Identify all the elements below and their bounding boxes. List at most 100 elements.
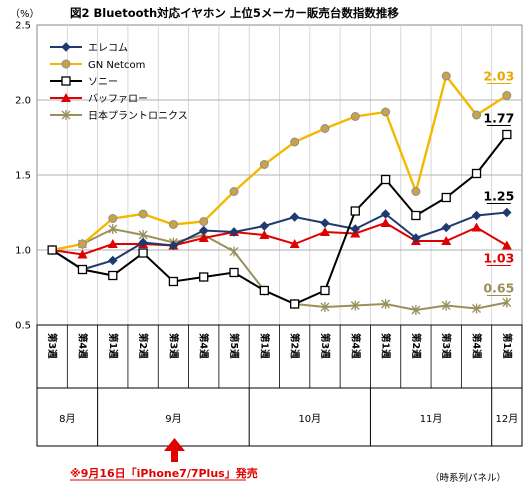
data-point [381,299,391,309]
data-point [350,300,360,311]
data-point [199,272,209,282]
data-point [108,224,118,234]
y-axis: 0.5 1.0 1.5 2.0 2.5 [15,21,31,332]
data-point [61,76,71,86]
x-tick-label: 第3週 [46,333,58,359]
data-point [61,110,71,120]
month-label: 8月 [59,413,75,425]
legend-item: GN Netcom [50,59,145,71]
data-point [502,129,512,140]
data-point [61,93,71,102]
data-point [411,210,421,221]
legend-item: 日本プラントロニクス [50,109,188,122]
data-point [138,209,148,219]
data-point [77,264,88,275]
data-point [502,91,512,100]
x-tick-label: 第1週 [501,333,513,359]
x-tick-label: 第5週 [228,333,240,359]
data-point [319,227,330,236]
data-point [350,112,360,121]
data-point [289,212,300,222]
month-label: 9月 [165,413,181,425]
data-point [198,233,209,242]
month-label: 12月 [495,413,518,425]
data-point [199,225,209,236]
data-point [108,255,118,266]
data-point [229,267,239,278]
data-point [350,224,360,234]
data-point [108,270,118,281]
legend-label: バッファロー [88,93,148,105]
series-line [51,133,508,306]
x-tick-label: 第4週 [198,333,210,359]
data-point [472,110,482,120]
data-point [441,300,451,311]
annotation-arrow [164,438,185,462]
x-tick-label: 第4週 [349,333,361,359]
data-point [471,210,482,221]
end-value-label: 2.03 [483,69,514,84]
y-tick-label: 2.5 [15,21,31,32]
data-point [168,276,179,287]
data-point [471,168,482,179]
x-tick-label: 第4週 [76,333,88,359]
end-value-label: 1.25 [483,189,514,204]
y-unit-label: （%） [10,8,40,20]
data-point [259,285,269,296]
data-point [138,248,148,258]
data-point [441,192,451,203]
x-tick-label: 第1週 [380,333,392,359]
end-value-label: 0.65 [483,281,514,296]
series-line [51,211,507,271]
data-point [168,220,178,229]
x-tick-label: 第4週 [471,333,483,359]
y-tick-label: 0.5 [15,321,31,332]
data-point [77,249,88,259]
data-point [411,233,421,243]
legend-item: エレコム [50,42,128,54]
series-layer [47,71,512,315]
data-point [441,222,451,233]
data-point [381,107,391,117]
data-point [320,285,330,296]
end-value-label: 1.77 [483,111,514,126]
y-tick-label: 2.0 [15,96,31,107]
data-point [229,187,239,196]
data-point [411,187,421,196]
legend-label: 日本プラントロニクス [88,109,188,122]
x-tick-label: 第2週 [289,333,301,359]
data-point [199,217,209,226]
data-point [502,297,512,308]
data-point [77,239,87,249]
data-point [168,240,179,251]
x-tick-label: 第2週 [410,333,422,359]
data-point [259,160,269,169]
legend-label: ソニー [88,77,118,88]
source-label: （時系列パネル） [430,472,506,484]
legend-label: GN Netcom [88,60,145,71]
data-point [441,236,452,245]
data-point [471,222,482,232]
data-point [229,246,239,257]
end-value-label: 1.03 [483,251,514,266]
chart-title: 図2 Bluetooth対応イヤホン 上位5メーカー販売台数指数推移 [70,6,399,20]
data-point [259,221,270,231]
x-tick-label: 第1週 [107,333,119,359]
series-line [52,221,508,256]
data-point [47,245,57,255]
series-2 [47,129,512,309]
data-point [259,230,270,239]
data-point [380,209,391,219]
data-point [411,305,421,315]
x-tick-label: 第1週 [258,333,270,359]
x-tick-label: 第3週 [167,333,179,359]
month-label: 10月 [298,413,321,425]
data-point [350,206,360,216]
data-point [290,137,300,147]
data-point [61,59,71,69]
data-point [108,214,118,223]
data-point [501,240,512,250]
data-point [380,174,391,185]
